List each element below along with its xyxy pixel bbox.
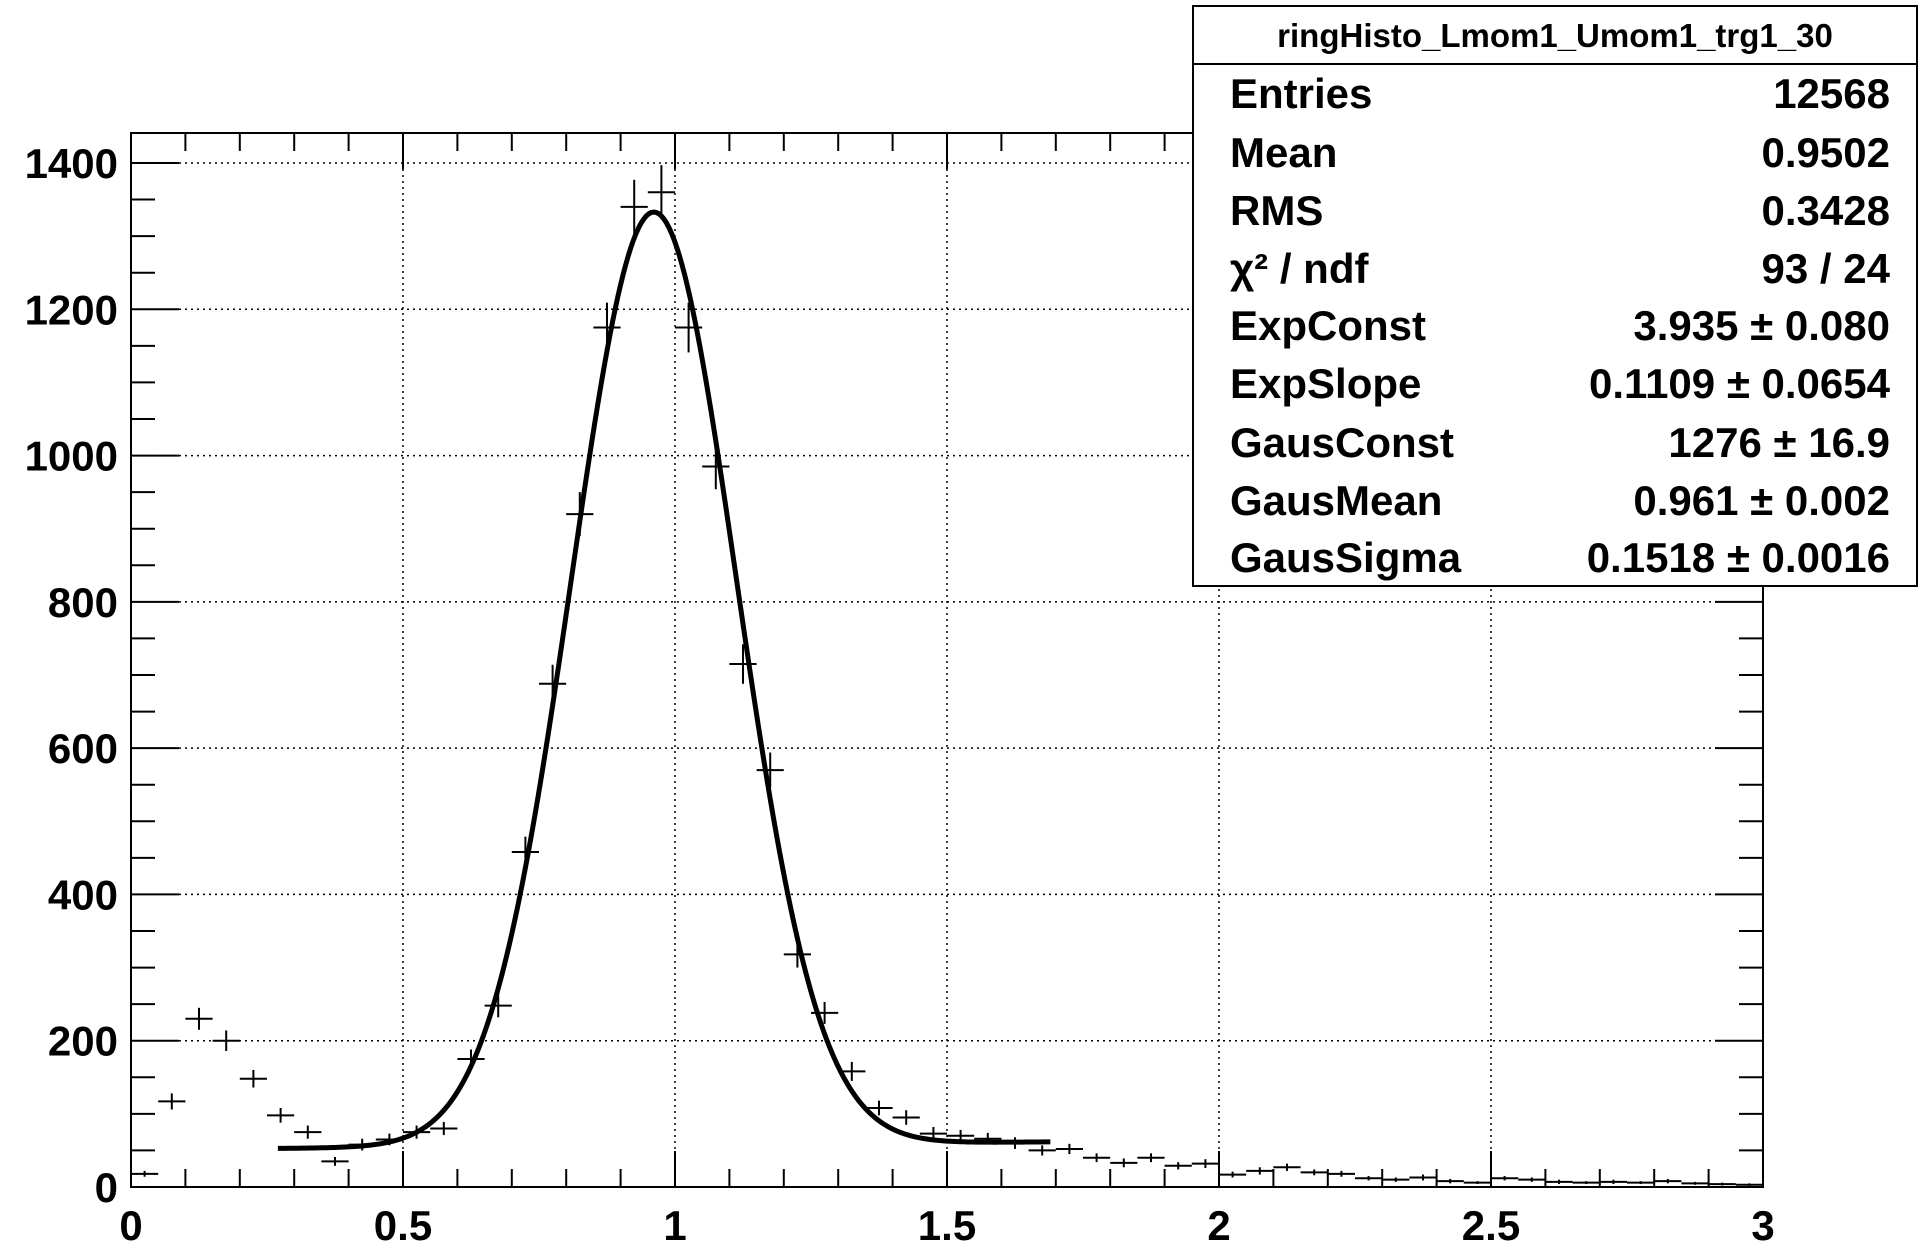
x-tick-label: 1.5 xyxy=(918,1202,976,1241)
data-point xyxy=(865,1100,893,1116)
x-tick-label: 2.5 xyxy=(1462,1202,1520,1241)
stats-box-frame xyxy=(1192,5,1918,587)
stats-row-label: GausSigma xyxy=(1230,534,1462,581)
data-point xyxy=(294,1125,322,1139)
data-point xyxy=(430,1121,458,1136)
data-point xyxy=(1708,1182,1736,1186)
fit-curve xyxy=(277,209,1051,1151)
stats-rows: Entries 12568 Mean 0.9502 RMS 0.3428 χ² / ndf 9… xyxy=(1230,70,1891,581)
data-point xyxy=(892,1110,920,1125)
y-tick-label: 400 xyxy=(48,871,118,918)
y-tick-label: 1200 xyxy=(25,286,118,333)
data-point xyxy=(1191,1159,1219,1168)
data-point xyxy=(1545,1179,1573,1185)
data-point xyxy=(267,1108,295,1123)
stats-row-value: 0.1518 ± 0.0016 xyxy=(1587,534,1890,581)
data-point xyxy=(1164,1162,1192,1170)
data-point xyxy=(1735,1183,1763,1187)
data-point xyxy=(1409,1174,1437,1181)
y-tick-label: 1000 xyxy=(25,433,118,480)
y-tick-label: 0 xyxy=(95,1164,118,1211)
stats-row-value: 1276 ± 16.9 xyxy=(1668,419,1890,466)
stats-row-label: ExpConst xyxy=(1230,302,1426,349)
data-point xyxy=(1491,1176,1519,1181)
stats-row-value: 93 / 24 xyxy=(1762,245,1891,292)
data-point xyxy=(1382,1177,1410,1182)
data-point xyxy=(185,1007,213,1030)
data-point xyxy=(729,644,757,684)
stats-title: ringHisto_Lmom1_Umom1_trg1_30 xyxy=(1277,17,1833,54)
data-point xyxy=(321,1157,349,1166)
data-point xyxy=(1273,1163,1301,1171)
stats-row-value: 0.9502 xyxy=(1762,129,1890,176)
data-point xyxy=(1028,1145,1056,1156)
y-tick-label: 800 xyxy=(48,579,118,626)
stats-row-value: 0.1109 ± 0.0654 xyxy=(1589,360,1891,407)
data-point xyxy=(647,165,675,220)
tick-labels: 0 0.5 1 1.5 2 2.5 3 0 200 400 600 800 1000 1200 1400 xyxy=(25,140,1775,1241)
data-point xyxy=(239,1069,267,1088)
data-point xyxy=(1246,1167,1274,1175)
x-tick-label: 0.5 xyxy=(374,1202,432,1241)
x-tick-label: 2 xyxy=(1207,1202,1230,1241)
data-point xyxy=(1137,1153,1165,1163)
data-point xyxy=(1681,1181,1709,1185)
data-point xyxy=(1327,1170,1355,1177)
stats-row-label: ExpSlope xyxy=(1230,360,1421,407)
data-point xyxy=(1355,1176,1383,1181)
stats-row-label: Entries xyxy=(1230,70,1372,117)
x-tick-label: 0 xyxy=(119,1202,142,1241)
stats-row-label: χ² / ndf xyxy=(1230,245,1369,292)
data-point xyxy=(1627,1181,1655,1185)
data-point xyxy=(1654,1178,1682,1184)
data-point xyxy=(1110,1158,1138,1168)
stats-row-label: GausMean xyxy=(1230,477,1442,524)
data-point xyxy=(131,1170,159,1177)
data-point xyxy=(1463,1181,1491,1185)
y-tick-label: 200 xyxy=(48,1018,118,1065)
stats-row-value: 12568 xyxy=(1773,70,1890,117)
x-tick-label: 3 xyxy=(1751,1202,1774,1241)
stats-row-value: 0.961 ± 0.002 xyxy=(1633,477,1890,524)
stats-row-label: GausConst xyxy=(1230,419,1454,466)
data-point xyxy=(1599,1179,1627,1185)
data-point xyxy=(212,1030,240,1051)
y-tick-label: 1400 xyxy=(25,140,118,187)
stats-row-label: RMS xyxy=(1230,187,1323,234)
plot-frame xyxy=(130,132,1764,1188)
data-point xyxy=(1518,1177,1546,1182)
stats-row-value: 0.3428 xyxy=(1762,187,1890,234)
data-point xyxy=(484,993,512,1018)
data-point xyxy=(1055,1143,1083,1155)
data-point xyxy=(1572,1181,1600,1185)
stats-box: ringHisto_Lmom1_Umom1_trg1_30 Entries 125… xyxy=(1192,5,1918,587)
data-point xyxy=(158,1093,186,1110)
y-tick-label: 600 xyxy=(48,725,118,772)
data-point xyxy=(1300,1169,1328,1176)
data-point xyxy=(1436,1178,1464,1184)
data-point xyxy=(1219,1171,1247,1178)
x-tick-label: 1 xyxy=(663,1202,686,1241)
data-point xyxy=(620,179,648,234)
stats-row-label: Mean xyxy=(1230,129,1337,176)
data-point xyxy=(756,752,784,788)
data-point xyxy=(1083,1153,1111,1163)
stats-row-value: 3.935 ± 0.080 xyxy=(1633,302,1890,349)
